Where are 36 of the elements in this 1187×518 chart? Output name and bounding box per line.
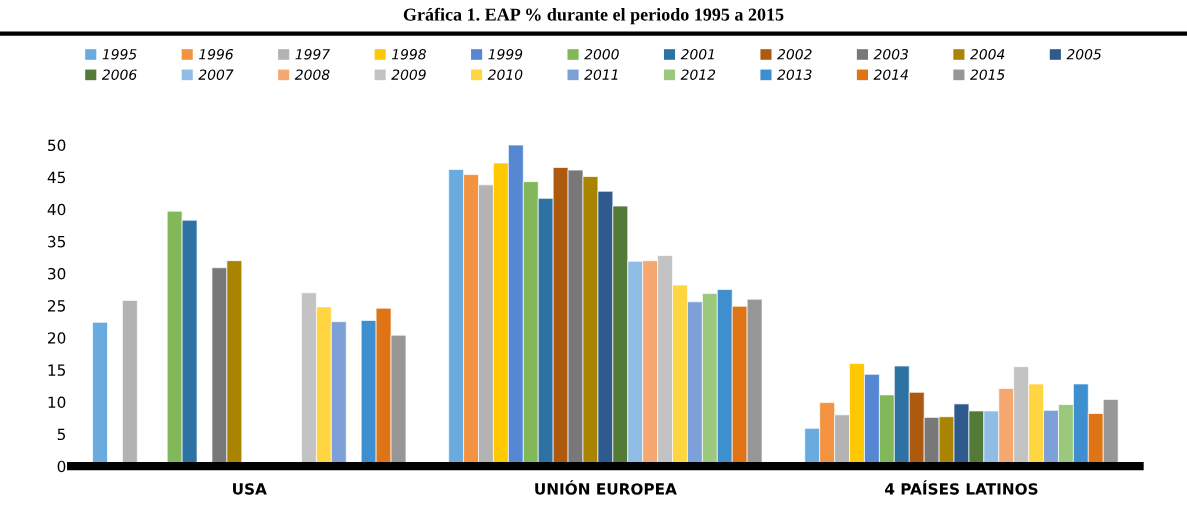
legend-label: 2015 <box>970 69 1005 80</box>
legend-label: 2000 <box>584 49 619 60</box>
legend-label: 1996 <box>199 49 234 60</box>
x-tick-label: 4 PAÍSES LATINOS <box>885 480 1038 495</box>
legend-label: 2007 <box>198 69 234 80</box>
y-tick-label: 50 <box>48 139 66 152</box>
x-tick-label: UNIÓN EUROPEA <box>535 480 677 495</box>
legend-label: 2012 <box>680 69 716 80</box>
legend-label: 1998 <box>391 49 426 60</box>
legend-label: 2003 <box>873 49 908 60</box>
y-tick-label: 25 <box>48 300 66 312</box>
legend-label: 2010 <box>487 69 523 80</box>
y-tick-label: 45 <box>47 171 66 184</box>
legend-label: 2008 <box>294 69 330 80</box>
legend-label: 1995 <box>102 49 137 60</box>
y-tick-label: 35 <box>48 235 66 248</box>
y-tick-label: 40 <box>47 203 66 216</box>
legend-label: 2005 <box>1066 49 1102 60</box>
y-tick-label: 10 <box>48 396 66 408</box>
y-tick-label: 0 <box>57 460 66 473</box>
legend-label: 2001 <box>680 49 714 60</box>
y-tick-label: 5 <box>57 428 66 441</box>
x-tick-label: USA <box>233 483 267 495</box>
legend-label: 1997 <box>295 49 330 60</box>
legend-label: 2004 <box>970 49 1005 60</box>
legend-label: 2006 <box>101 69 137 80</box>
legend-label: 2013 <box>777 69 812 80</box>
y-tick-label: 15 <box>48 364 66 376</box>
y-tick-label: 30 <box>48 267 66 280</box>
legend-label: 2011 <box>584 69 618 80</box>
legend-label: 2002 <box>777 49 812 60</box>
chart-title: Gráfica 1. EAP % durante el periodo 1995 a 2015 <box>403 7 784 25</box>
legend-label: 2014 <box>873 69 908 80</box>
y-tick-label: 20 <box>48 332 66 344</box>
legend-label: 1999 <box>488 49 523 60</box>
legend-label: 2009 <box>391 69 426 80</box>
